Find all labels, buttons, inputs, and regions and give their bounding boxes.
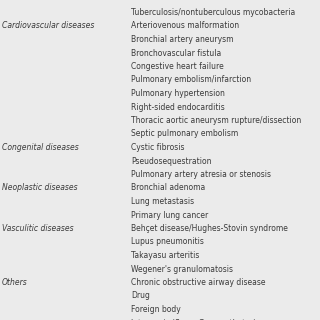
Text: Congenital diseases: Congenital diseases (2, 143, 78, 152)
Text: Bronchial artery aneurysm: Bronchial artery aneurysm (131, 35, 234, 44)
Text: Cystic fibrosis: Cystic fibrosis (131, 143, 185, 152)
Text: Septic pulmonary embolism: Septic pulmonary embolism (131, 130, 238, 139)
Text: Foreign body: Foreign body (131, 305, 181, 314)
Text: Congestive heart failure: Congestive heart failure (131, 62, 224, 71)
Text: Thoracic aortic aneurysm rupture/dissection: Thoracic aortic aneurysm rupture/dissect… (131, 116, 301, 125)
Text: Iatrogenic (Swan-Ganz catheter): Iatrogenic (Swan-Ganz catheter) (131, 318, 256, 320)
Text: Behçet disease/Hughes-Stovin syndrome: Behçet disease/Hughes-Stovin syndrome (131, 224, 288, 233)
Text: Chronic obstructive airway disease: Chronic obstructive airway disease (131, 278, 266, 287)
Text: Takayasu arteritis: Takayasu arteritis (131, 251, 200, 260)
Text: Right-sided endocarditis: Right-sided endocarditis (131, 102, 225, 111)
Text: Tuberculosis/nontuberculous mycobacteria: Tuberculosis/nontuberculous mycobacteria (131, 8, 295, 17)
Text: Bronchovascular fistula: Bronchovascular fistula (131, 49, 221, 58)
Text: Arteriovenous malformation: Arteriovenous malformation (131, 21, 239, 30)
Text: Drug: Drug (131, 292, 150, 300)
Text: Neoplastic diseases: Neoplastic diseases (2, 183, 77, 193)
Text: Lung metastasis: Lung metastasis (131, 197, 194, 206)
Text: Lupus pneumonitis: Lupus pneumonitis (131, 237, 204, 246)
Text: Pulmonary embolism/infarction: Pulmonary embolism/infarction (131, 76, 251, 84)
Text: Pulmonary artery atresia or stenosis: Pulmonary artery atresia or stenosis (131, 170, 271, 179)
Text: Pseudosequestration: Pseudosequestration (131, 156, 212, 165)
Text: Bronchial adenoma: Bronchial adenoma (131, 183, 205, 193)
Text: Others: Others (2, 278, 27, 287)
Text: Pulmonary hypertension: Pulmonary hypertension (131, 89, 225, 98)
Text: Cardiovascular diseases: Cardiovascular diseases (2, 21, 94, 30)
Text: Primary lung cancer: Primary lung cancer (131, 211, 208, 220)
Text: Wegener's granulomatosis: Wegener's granulomatosis (131, 265, 233, 274)
Text: Vasculitic diseases: Vasculitic diseases (2, 224, 73, 233)
